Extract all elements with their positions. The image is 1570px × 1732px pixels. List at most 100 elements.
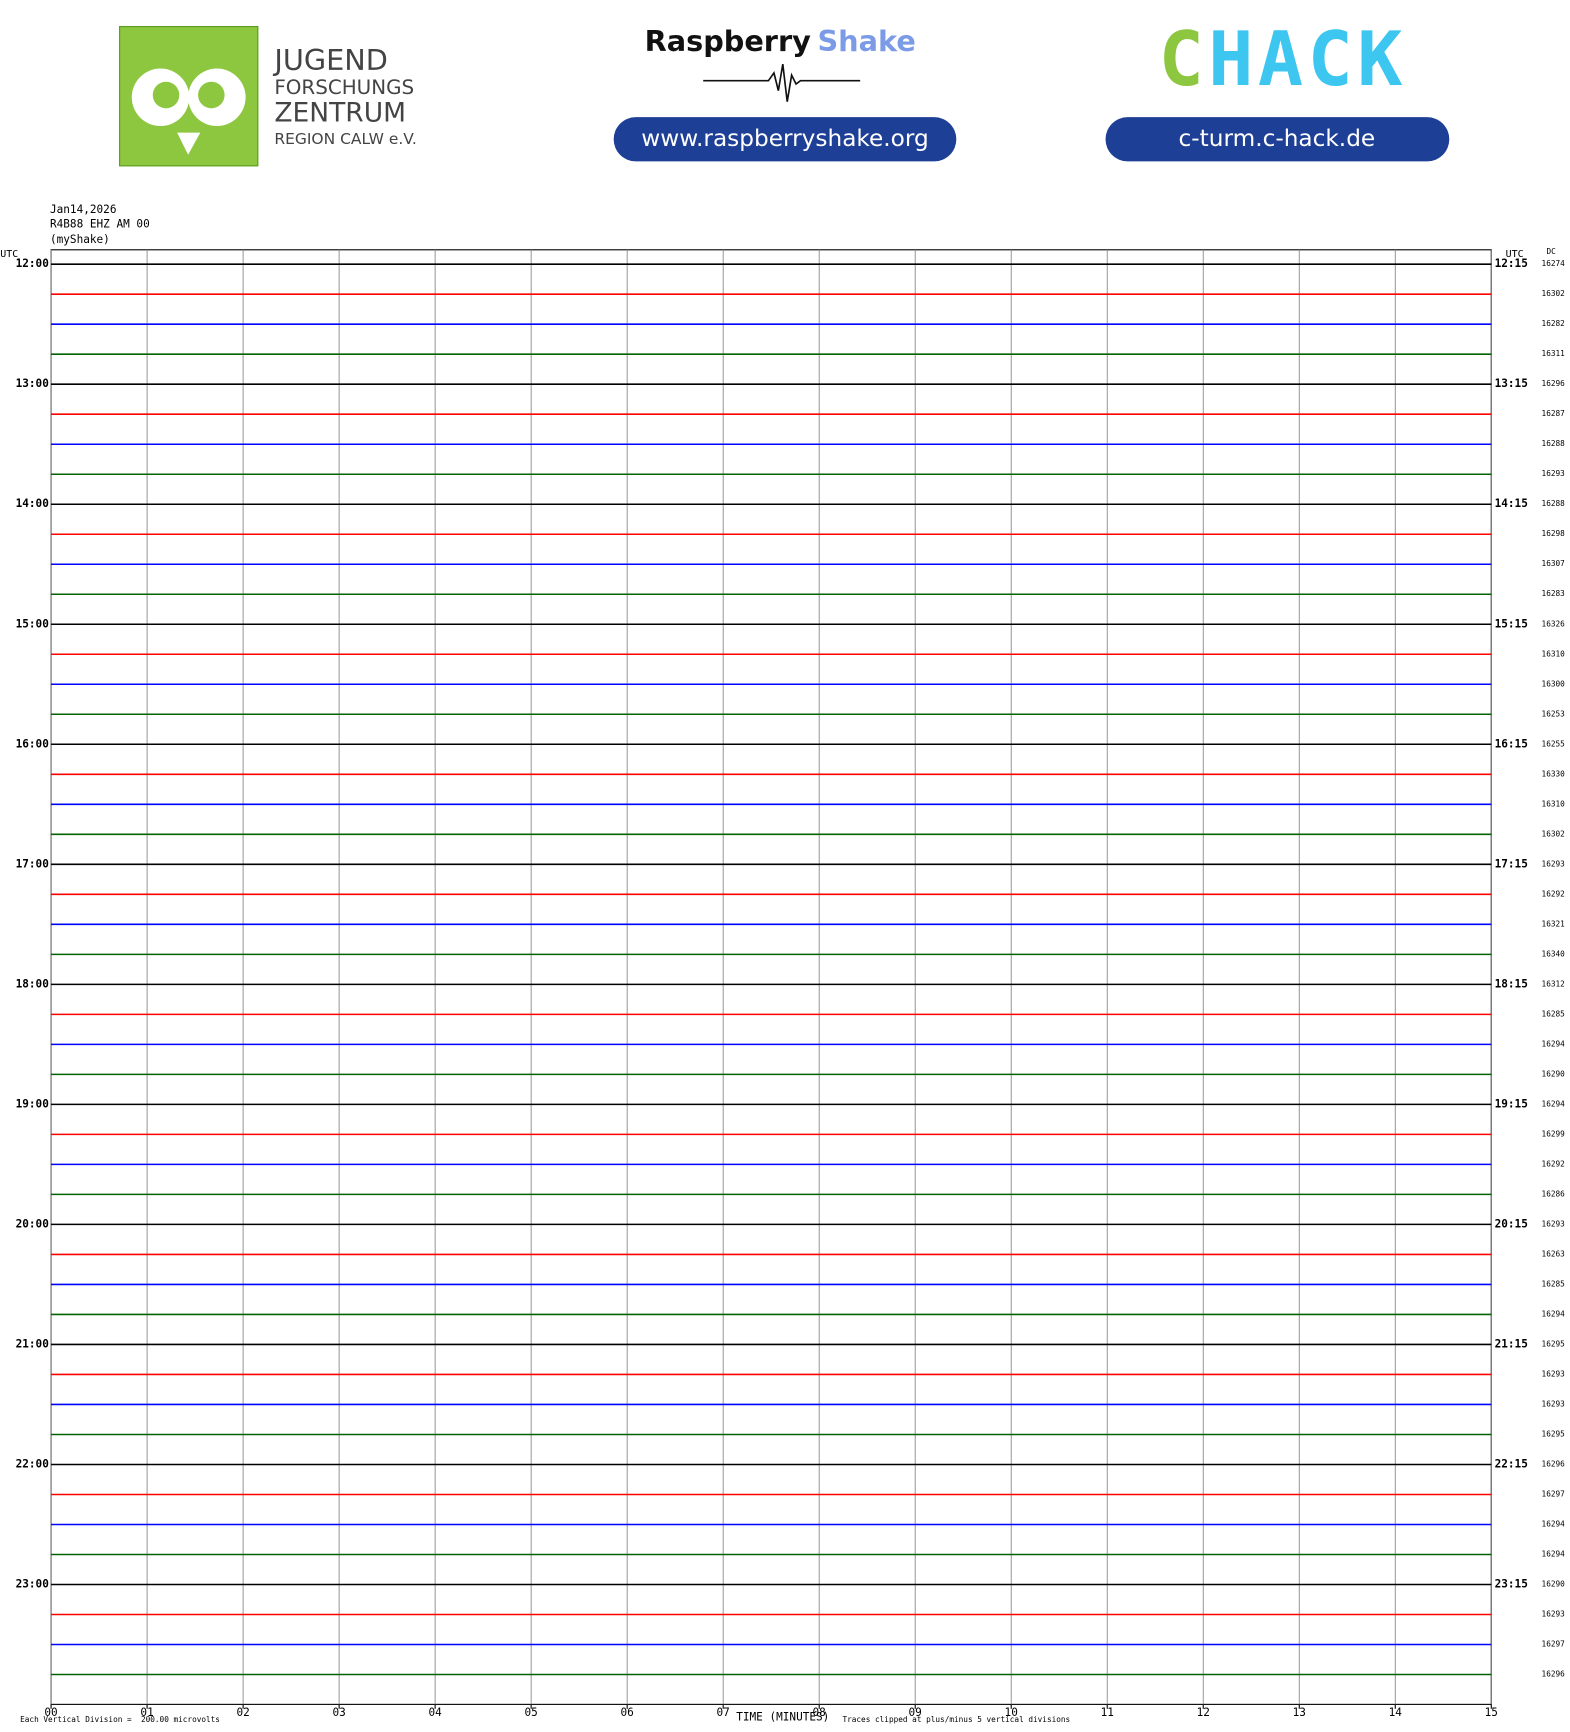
dc-value: 16255 [1542, 739, 1566, 748]
dc-value: 16294 [1542, 1039, 1566, 1048]
hour-label: 16:00 [16, 737, 49, 750]
hour-label: 23:15 [1495, 1578, 1528, 1591]
logo-text: JUGEND [272, 43, 388, 77]
dc-value: 16299 [1542, 1129, 1566, 1138]
dc-value: 16326 [1542, 619, 1566, 628]
hour-label: 18:15 [1495, 977, 1528, 990]
dc-value: 16298 [1542, 529, 1566, 538]
x-tick-label: 07 [717, 1706, 730, 1719]
hour-label: 13:15 [1495, 377, 1528, 390]
logo-frame [119, 25, 259, 167]
dc-value: 16302 [1542, 289, 1565, 298]
owl-pupil [152, 81, 180, 109]
dc-value: 16285 [1542, 1279, 1566, 1288]
brand-a: Raspberry [645, 24, 812, 58]
dc-value: 16293 [1542, 1610, 1566, 1619]
dc-value: 16297 [1542, 1640, 1566, 1649]
chack-logo: CHACK [1159, 15, 1407, 103]
plot-frame [50, 249, 1492, 1705]
hour-label: 20:00 [16, 1217, 49, 1230]
x-tick-label: 10 [1005, 1706, 1018, 1719]
x-tick-label: 00 [44, 1706, 57, 1719]
dc-value: 16310 [1542, 799, 1566, 808]
dc-value: 16340 [1542, 949, 1566, 958]
dc-value: 16286 [1542, 1189, 1566, 1198]
x-tick-label: 13 [1293, 1706, 1306, 1719]
dc-value: 16310 [1542, 649, 1566, 658]
dc-value: 16294 [1542, 1099, 1566, 1108]
hour-label: 23:00 [16, 1578, 49, 1591]
hour-label: 19:00 [16, 1097, 49, 1110]
owl-pupil [198, 81, 225, 109]
dc-value: 16295 [1542, 1339, 1566, 1348]
dc-value: 16283 [1542, 589, 1566, 598]
logo-text: REGION CALW e.V. [274, 130, 416, 148]
x-tick-label: 04 [428, 1706, 442, 1719]
logo-text: FORSCHUNGS [274, 76, 414, 99]
scale-note: Each Vertical Division = 200.00 microvol… [20, 1715, 220, 1724]
hour-label: 21:15 [1495, 1337, 1528, 1350]
dc-value: 16290 [1542, 1069, 1566, 1078]
owl-beak [177, 132, 201, 155]
source: (myShake) [50, 233, 110, 246]
hour-label: 12:15 [1495, 257, 1528, 270]
dc-value: 16292 [1542, 889, 1565, 898]
clip-note: Traces clipped at plus/minus 5 vertical … [842, 1715, 1070, 1724]
x-tick-label: 11 [1101, 1706, 1114, 1719]
dc-value: 16288 [1542, 499, 1566, 508]
dc-value: 16311 [1542, 349, 1566, 358]
hour-label: 22:00 [16, 1457, 49, 1470]
hour-label: 15:00 [16, 617, 49, 630]
x-tick-label: 15 [1485, 1706, 1498, 1719]
dc-value: 16285 [1542, 1009, 1566, 1018]
x-tick-label: 03 [332, 1706, 345, 1719]
hour-label: 17:15 [1495, 857, 1528, 870]
dc-value: 16263 [1542, 1249, 1566, 1258]
dc-value: 16282 [1542, 319, 1565, 328]
link-pill [613, 117, 957, 162]
dc-value: 16294 [1542, 1549, 1566, 1558]
x-tick-label: 06 [621, 1706, 634, 1719]
hour-label: 14:15 [1495, 497, 1528, 510]
x-axis-label: TIME (MINUTES) [736, 1711, 829, 1724]
link[interactable]: c-turm.c-hack.de [1179, 125, 1376, 152]
dc-value: 16288 [1542, 439, 1566, 448]
hour-label: 18:00 [16, 977, 49, 990]
dc-value: 16307 [1542, 559, 1566, 568]
dc-value: 16293 [1542, 1369, 1566, 1378]
x-tick-label: 05 [524, 1706, 537, 1719]
link[interactable]: www.raspberryshake.org [641, 125, 929, 152]
dc-value: 16312 [1542, 979, 1565, 988]
dc-value: 16293 [1542, 469, 1566, 478]
x-tick-label: 09 [909, 1706, 922, 1719]
x-tick-label: 14 [1389, 1706, 1403, 1719]
dc-value: 16294 [1542, 1309, 1566, 1318]
brand-b: Shake [817, 24, 915, 58]
brand: Raspberry Shake [645, 24, 916, 58]
hour-label: 22:15 [1495, 1457, 1528, 1470]
link-pill [1105, 117, 1450, 162]
x-tick-label: 01 [140, 1706, 153, 1719]
hour-label: 20:15 [1495, 1217, 1528, 1230]
hour-label: 14:00 [16, 497, 49, 510]
dc-value: 16296 [1542, 1670, 1566, 1679]
dc-value: 16294 [1542, 1519, 1566, 1528]
hour-label: 12:00 [16, 257, 49, 270]
hour-label: 21:00 [16, 1337, 49, 1350]
date: Jan14,2026 [50, 203, 117, 216]
dc-value: 16293 [1542, 859, 1566, 868]
dc-value: 16321 [1542, 919, 1566, 928]
brand-wave [703, 63, 861, 102]
dc-value: 16253 [1542, 709, 1566, 718]
dc-value: 16287 [1542, 409, 1566, 418]
dc-value: 16290 [1542, 1580, 1566, 1589]
dc-value: 16295 [1542, 1429, 1566, 1438]
hour-label: 16:15 [1495, 737, 1528, 750]
hour-label: 15:15 [1495, 617, 1528, 630]
station: R4B88 EHZ AM 00 [50, 217, 150, 230]
jfz-logo: JUGEND FORSCHUNGS ZENTRUM REGION CALW e.… [119, 25, 417, 167]
dc-value: 16297 [1542, 1489, 1566, 1498]
x-tick-label: 08 [813, 1706, 826, 1719]
axis-label: UTC [0, 249, 18, 260]
